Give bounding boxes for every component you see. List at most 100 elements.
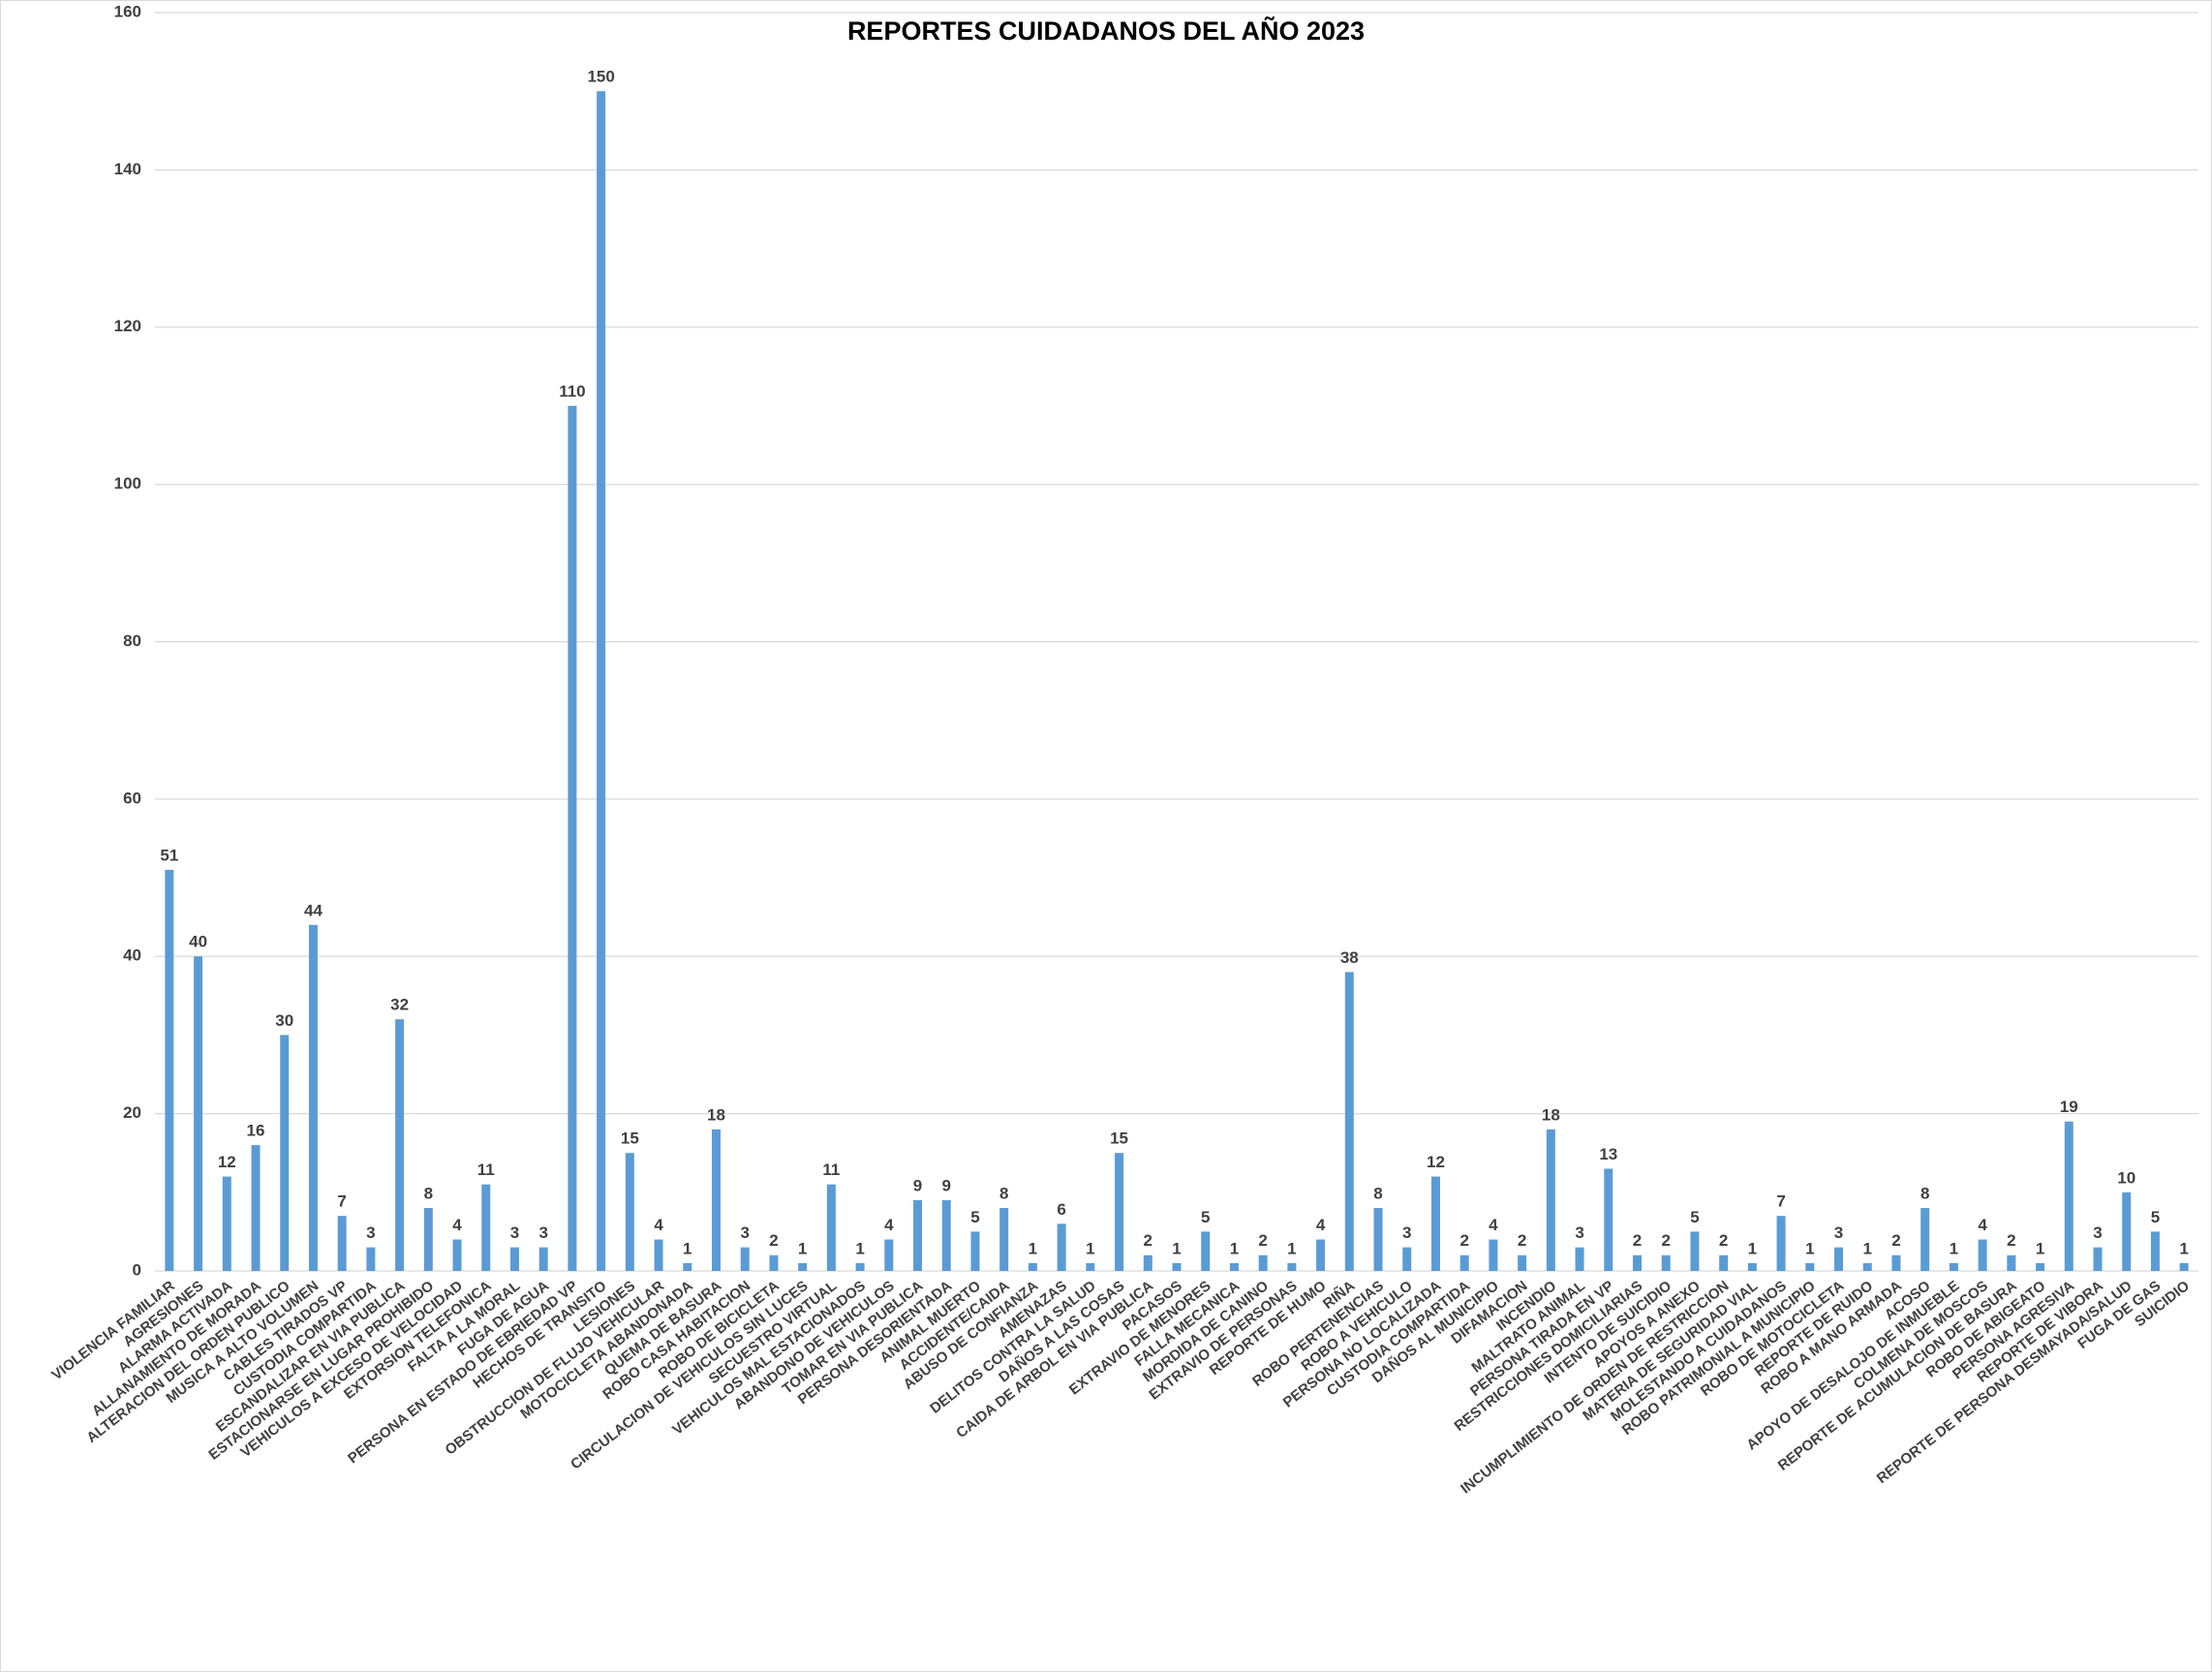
y-tick-label: 60: [123, 789, 141, 807]
value-label: 2: [1258, 1231, 1267, 1250]
value-label: 3: [2093, 1223, 2102, 1242]
value-label: 1: [798, 1239, 807, 1257]
value-label: 5: [1690, 1208, 1699, 1226]
bar: [769, 1254, 779, 1271]
value-label: 15: [1110, 1130, 1128, 1148]
value-label: 2: [1144, 1231, 1152, 1250]
value-label: 13: [1599, 1145, 1617, 1163]
bar: [1489, 1239, 1498, 1271]
bar: [1430, 1176, 1440, 1271]
bar: [1518, 1254, 1527, 1271]
value-label: 9: [913, 1176, 922, 1194]
bar: [251, 1145, 261, 1271]
value-label: 150: [587, 68, 614, 86]
bar: [538, 1247, 548, 1271]
value-label: 1: [1863, 1239, 1872, 1257]
y-tick-label: 120: [114, 317, 141, 335]
bar: [1028, 1262, 1037, 1271]
bar: [1661, 1254, 1671, 1271]
bar: [654, 1239, 663, 1271]
bar: [222, 1176, 231, 1271]
value-label: 2: [1518, 1231, 1526, 1250]
bar: [884, 1239, 894, 1271]
y-tick-label: 160: [114, 2, 141, 20]
value-label: 12: [1427, 1153, 1445, 1171]
bar: [1604, 1168, 1613, 1271]
bar: [452, 1239, 462, 1271]
bar: [1632, 1254, 1642, 1271]
value-label: 1: [1029, 1239, 1037, 1257]
bar: [798, 1262, 808, 1271]
bar: [2036, 1262, 2045, 1271]
bar: [970, 1231, 980, 1271]
value-label: 4: [452, 1216, 462, 1234]
bar: [481, 1184, 491, 1271]
value-label: 1: [1748, 1239, 1757, 1257]
value-label: 16: [247, 1122, 265, 1140]
value-label: 2: [1891, 1231, 1900, 1250]
bar: [568, 405, 577, 1271]
value-label: 4: [654, 1216, 663, 1234]
bar: [2007, 1254, 2016, 1271]
value-label: 10: [2117, 1168, 2135, 1187]
value-label: 5: [1201, 1208, 1210, 1226]
value-label: 1: [683, 1239, 691, 1257]
value-label: 2: [1661, 1231, 1670, 1250]
y-tick-label: 80: [123, 632, 141, 650]
value-label: 1: [2036, 1239, 2044, 1257]
value-label: 110: [559, 382, 585, 400]
value-label: 18: [1542, 1105, 1560, 1124]
chart-title: REPORTES CUIDADANOS DEL AÑO 2023: [847, 15, 1365, 46]
bar: [280, 1035, 290, 1271]
bar: [941, 1199, 951, 1271]
value-label: 2: [769, 1231, 778, 1250]
bar: [1172, 1262, 1182, 1271]
value-label: 18: [707, 1105, 725, 1124]
value-label: 5: [2151, 1208, 2160, 1226]
bar: [1546, 1129, 1555, 1271]
value-label: 1: [855, 1239, 864, 1257]
value-label: 1: [1950, 1239, 1958, 1257]
bar: [1862, 1262, 1872, 1271]
value-label: 3: [510, 1223, 519, 1242]
value-label: 8: [424, 1185, 433, 1203]
value-label: 30: [275, 1011, 293, 1030]
bar: [1344, 972, 1354, 1271]
value-label: 1: [1287, 1239, 1296, 1257]
bar: [1978, 1239, 1987, 1271]
bar: [1719, 1254, 1729, 1271]
bar: [913, 1199, 923, 1271]
value-label: 40: [189, 933, 207, 951]
value-label: 1: [1086, 1239, 1094, 1257]
bar: [597, 91, 606, 1271]
bar: [2093, 1247, 2103, 1271]
bar: [194, 956, 203, 1271]
bar: [2150, 1231, 2160, 1271]
bar: [1258, 1254, 1268, 1271]
value-label: 51: [160, 846, 178, 864]
value-label: 1: [1805, 1239, 1814, 1257]
value-label: 3: [1834, 1223, 1843, 1242]
value-label: 8: [1373, 1185, 1382, 1203]
y-tick-label: 20: [123, 1103, 141, 1122]
value-label: 2: [2007, 1231, 2015, 1250]
bar: [395, 1019, 405, 1271]
bar: [740, 1247, 750, 1271]
value-label: 15: [621, 1130, 639, 1148]
bar: [366, 1247, 376, 1271]
y-tick-label: 40: [123, 946, 141, 965]
value-label: 12: [218, 1153, 236, 1171]
bar: [999, 1208, 1009, 1271]
value-label: 9: [942, 1176, 951, 1194]
value-label: 2: [1459, 1231, 1468, 1250]
bar: [1834, 1247, 1844, 1271]
bar: [1229, 1262, 1239, 1271]
value-label: 4: [1978, 1216, 1987, 1234]
bar: [2179, 1262, 2189, 1271]
value-label: 3: [366, 1223, 375, 1242]
value-label: 1: [1172, 1239, 1181, 1257]
value-label: 4: [884, 1216, 894, 1234]
bar: [1316, 1239, 1326, 1271]
